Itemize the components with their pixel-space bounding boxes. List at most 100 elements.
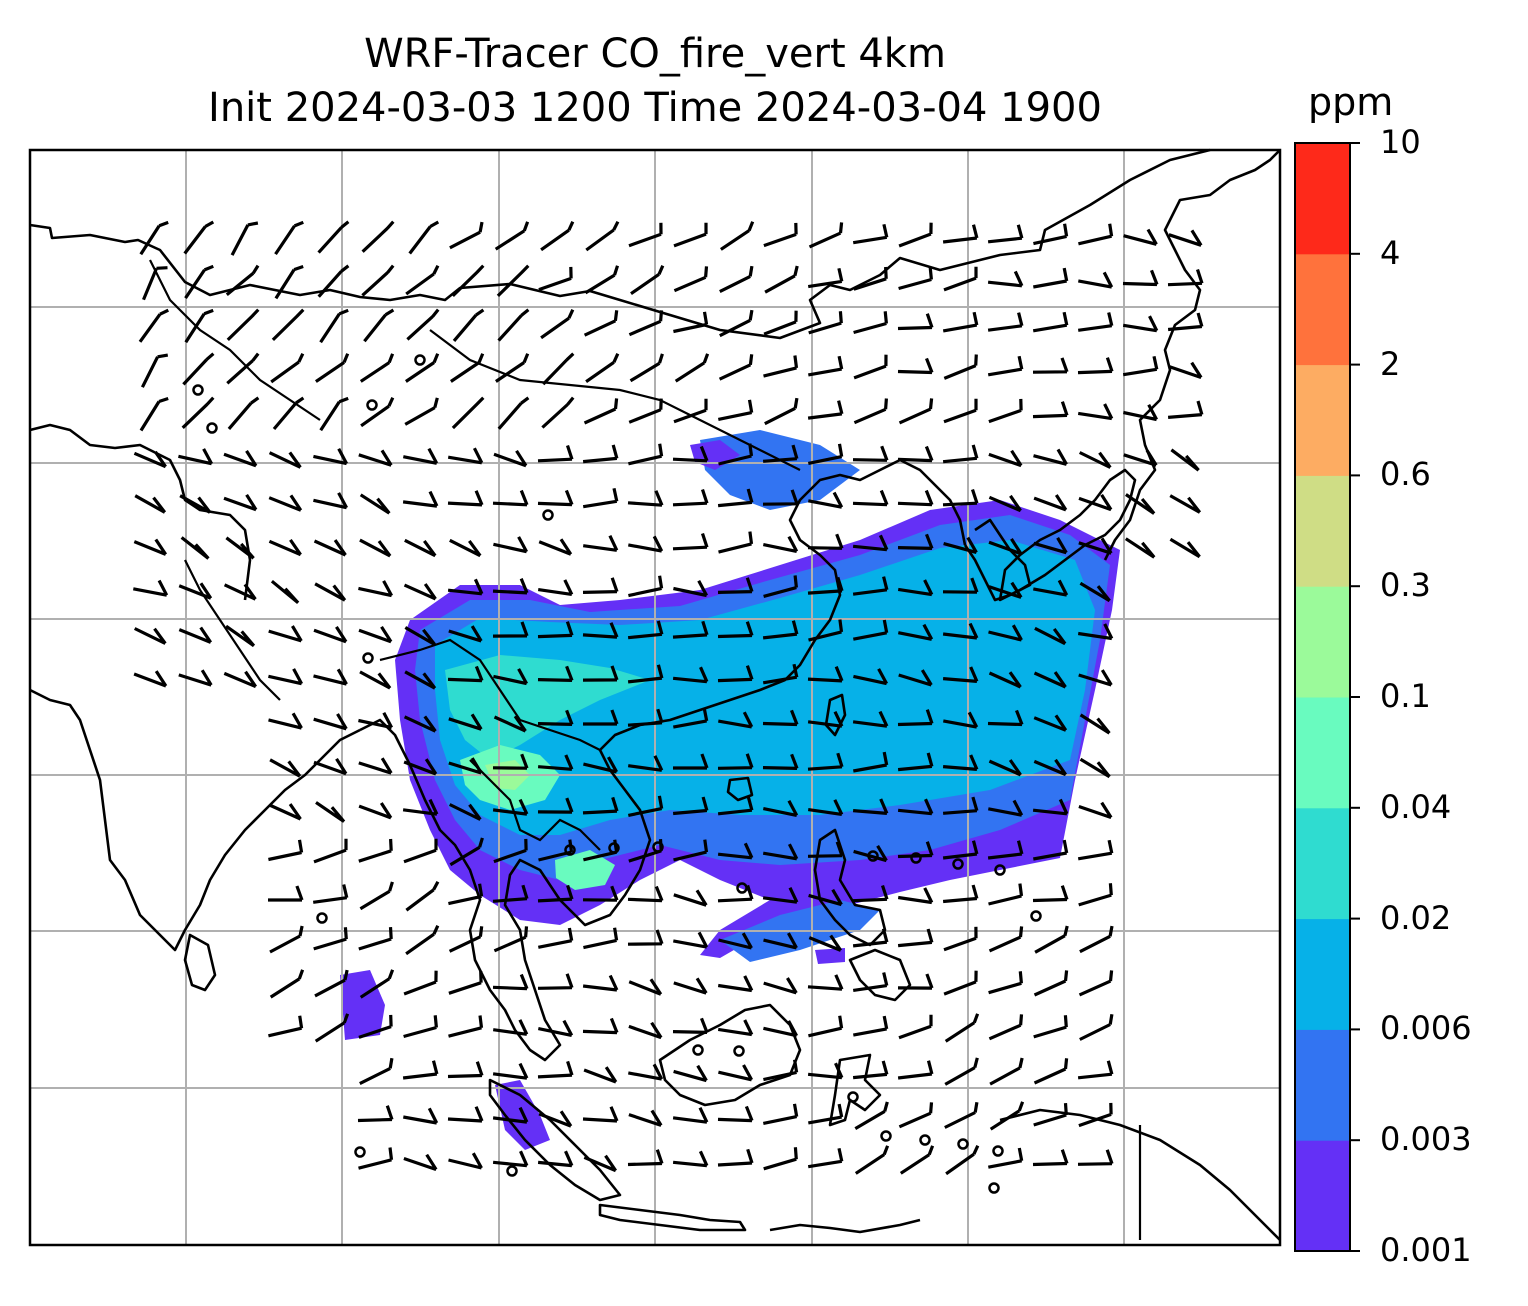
wind-barb [1079, 581, 1111, 603]
colorbar-segment [1295, 475, 1350, 587]
wind-barb [808, 311, 843, 335]
wind-barb [945, 1145, 980, 1176]
wind-barb [448, 883, 484, 906]
wind-barb [897, 579, 934, 597]
wind-barb [359, 353, 395, 383]
wind-barb [451, 264, 485, 298]
wind-barb [1078, 271, 1114, 289]
wind-barb [448, 713, 483, 731]
wind-barb [447, 665, 484, 683]
wind-barb [1077, 1060, 1114, 1080]
calm-wind-marker [506, 1165, 518, 1177]
calm-wind-marker [910, 852, 922, 864]
colorbar-tick-label: 0.1 [1380, 677, 1431, 715]
colorbar-segment [1295, 253, 1350, 366]
wind-barb [852, 576, 889, 596]
calm-wind-marker [192, 384, 204, 396]
wind-barb [492, 1019, 529, 1036]
wind-barb [672, 620, 709, 639]
wind-barb [807, 841, 844, 858]
wind-barb [268, 712, 303, 730]
wind-barb [583, 398, 619, 425]
wind-barb [448, 1152, 483, 1170]
calm-wind-marker [880, 1130, 892, 1142]
wind-barb [807, 267, 844, 289]
calm-wind-marker [316, 912, 328, 924]
wind-barb [537, 489, 574, 507]
wind-barb [762, 799, 799, 817]
wind-barb [673, 707, 709, 729]
wind-barb [807, 711, 844, 728]
wind-barb [448, 970, 483, 995]
wind-barb [672, 666, 709, 684]
wind-barb [718, 354, 754, 381]
wind-barb [133, 627, 167, 645]
wind-barb [139, 220, 169, 256]
wind-barb [1077, 623, 1114, 641]
wind-barb [537, 754, 574, 771]
wind-barb [852, 534, 889, 552]
wind-barb [452, 308, 485, 342]
wind-barb [319, 396, 349, 432]
wind-barb [988, 671, 1022, 689]
wind-barb [402, 1060, 439, 1080]
colorbar-segment [1295, 918, 1350, 1030]
colorbar-unit-label: ppm [1308, 80, 1394, 124]
border-central-asia [149, 259, 321, 421]
wind-barb [132, 579, 169, 597]
wind-barb [403, 758, 438, 776]
wind-barb [943, 970, 978, 996]
wind-barb [582, 622, 619, 639]
wind-barb [1079, 1013, 1114, 1041]
plume-contour-band [700, 430, 860, 510]
wind-barb [987, 224, 1024, 244]
wind-barb [942, 489, 979, 507]
wind-barb [897, 752, 934, 772]
wind-barb [898, 222, 933, 248]
calm-wind-marker [992, 1145, 1004, 1157]
wind-barb [226, 308, 260, 342]
wind-barb [1078, 669, 1113, 687]
wind-barb [717, 842, 754, 860]
wind-barb [807, 576, 844, 595]
wind-barb [717, 399, 754, 421]
wind-barb [133, 670, 168, 688]
wind-barb [942, 884, 979, 904]
wind-barb [139, 396, 169, 432]
wind-barb [1077, 1149, 1114, 1166]
wind-barb [447, 447, 484, 465]
wind-barb [274, 220, 304, 255]
wind-barb [1167, 269, 1204, 287]
colorbar-tick-label: 0.003 [1380, 1120, 1472, 1159]
wind-barb [942, 840, 979, 860]
calm-wind-marker [994, 864, 1006, 876]
wind-barb [180, 536, 210, 560]
chart-subtitle: Init 2024-03-03 1200 Time 2024-03-04 190… [208, 85, 1102, 131]
wind-barb [1124, 537, 1156, 559]
wind-barb [448, 1015, 484, 1038]
wind-barb [537, 797, 574, 814]
wind-barb [808, 1015, 844, 1038]
wind-barb [142, 266, 168, 301]
calm-wind-marker [542, 509, 554, 521]
wind-barb [358, 711, 394, 730]
wind-barb [183, 220, 215, 255]
wind-barb [541, 396, 575, 429]
colorbar-segment [1295, 1029, 1350, 1141]
wind-barb [492, 884, 529, 903]
wind-barb [718, 1064, 754, 1082]
wind-barb [402, 490, 439, 508]
wind-barb [672, 1107, 709, 1124]
wind-barb [178, 582, 213, 600]
wind-barb [178, 669, 213, 687]
wind-barb [537, 1019, 574, 1037]
wind-barb [1078, 493, 1113, 512]
wind-barb [358, 580, 394, 598]
wind-barb [133, 538, 168, 556]
wind-barb [542, 352, 575, 386]
colorbar-tick-label: 0.006 [1380, 1009, 1472, 1048]
colorbar-segment [1295, 586, 1350, 698]
wind-barb [718, 711, 754, 729]
wind-barb [359, 493, 391, 515]
wind-barb [313, 448, 349, 466]
